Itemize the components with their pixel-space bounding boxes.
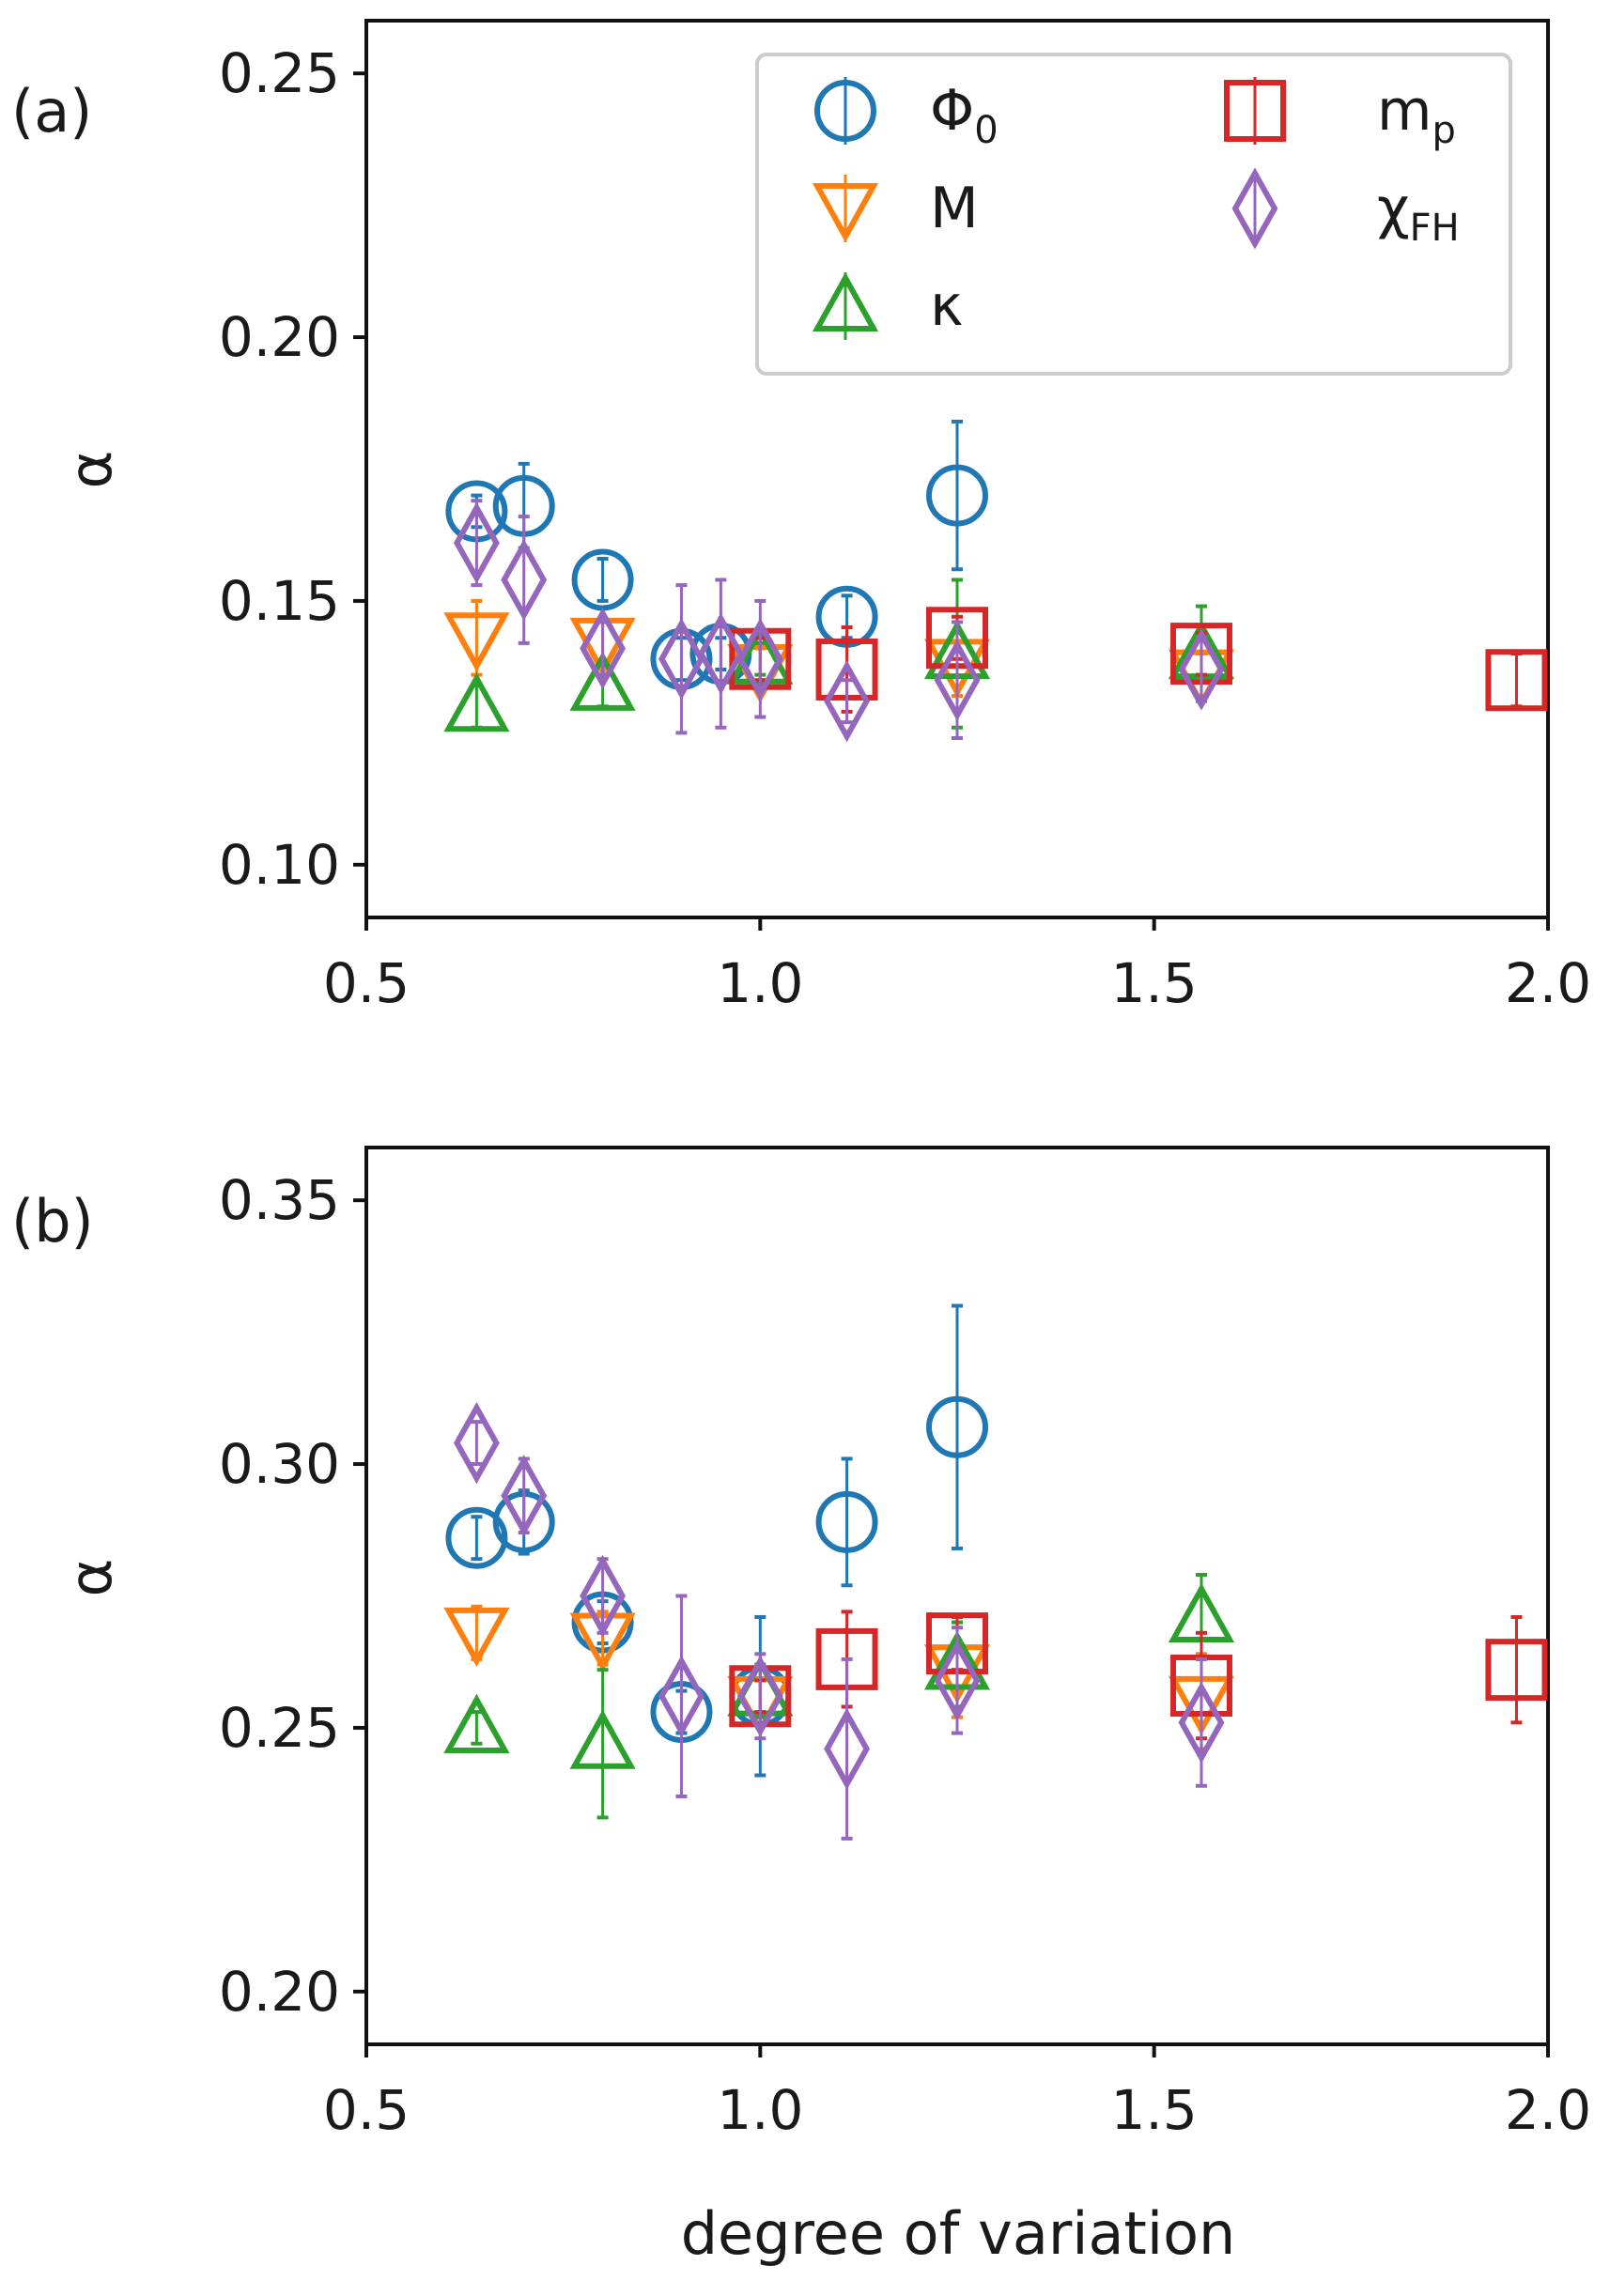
panel-a-frame	[364, 19, 1550, 919]
panel-b-x-ticks: 0.5 1.0 1.5 2.0	[323, 2044, 1591, 2142]
panel-b-label: (b)	[11, 1187, 94, 1256]
data-point-kappa	[569, 1709, 636, 1769]
data-point-M	[443, 1607, 510, 1668]
data-point-chiFH	[824, 1707, 871, 1791]
data-point-chiFH	[1178, 1681, 1225, 1764]
y-tick-label: 0.25	[219, 1696, 340, 1760]
panel-b: (b) α 0.20 0.25 0.30 0.35 0.5 1.0 1.5 2.0	[11, 1146, 1591, 2142]
panel-b-y-axis-label: α	[56, 1559, 125, 1597]
x-tick-label: 0.5	[323, 951, 410, 1015]
x-tick-label: 0.5	[323, 2078, 410, 2142]
y-tick-label: 0.25	[219, 41, 340, 105]
legend-label-phi0: Φ0	[930, 78, 999, 152]
data-point-kappa	[443, 672, 510, 732]
data-point-chiFH	[658, 1655, 704, 1737]
panel-a-y-ticks: 0.10 0.15 0.20 0.25	[219, 41, 366, 897]
data-point-chiFH	[501, 538, 548, 622]
data-point-chiFH	[1178, 628, 1225, 711]
data-point-kappa	[443, 1693, 510, 1753]
legend: Φ0 Mκ mp χFH	[755, 53, 1512, 376]
legend-entry-M: M	[812, 175, 979, 243]
data-point-phi0	[926, 1395, 988, 1458]
panel-a: (a) α 0.10 0.15 0.20 0.25 0.5 1.0 1.5 2.0 Φ0 Mκ…	[11, 19, 1591, 1015]
legend-marker-M	[812, 183, 879, 243]
y-tick-label: 0.20	[219, 1960, 340, 2024]
legend-label-mp: mp	[1377, 78, 1456, 152]
legend-items: Φ0 Mκ mp χFH	[812, 77, 1460, 340]
panel-a-data-marks	[443, 419, 1548, 743]
y-tick-label: 0.10	[219, 833, 340, 897]
data-point-chiFH	[658, 618, 704, 701]
x-tick-label: 1.5	[1111, 951, 1198, 1015]
panel-b-frame	[364, 1146, 1550, 2046]
data-point-chiFH	[580, 1554, 627, 1638]
x-tick-label: 1.5	[1111, 2078, 1198, 2142]
x-tick-label: 1.0	[717, 951, 803, 1015]
data-point-chiFH	[934, 639, 981, 721]
legend-entry-chiFH: χFH	[1231, 167, 1460, 250]
y-tick-label: 0.15	[219, 569, 340, 633]
data-point-chiFH	[697, 612, 744, 695]
data-point-chiFH	[580, 607, 627, 690]
x-tick-label: 1.0	[717, 2078, 803, 2142]
series-chiFH	[453, 1401, 1225, 1841]
series-chiFH	[453, 499, 1225, 743]
x-tick-label: 2.0	[1505, 951, 1591, 1015]
data-point-chiFH	[501, 1455, 548, 1537]
panel-b-y-ticks: 0.20 0.25 0.30 0.35	[219, 1168, 366, 2024]
data-point-phi0	[926, 464, 988, 527]
legend-label-M: M	[930, 176, 979, 241]
data-point-mp	[1485, 649, 1548, 712]
data-point-kappa	[569, 651, 636, 711]
data-point-phi0	[445, 1506, 508, 1569]
y-tick-label: 0.20	[219, 305, 340, 369]
legend-entry-kappa: κ	[812, 271, 963, 340]
legend-marker-kappa	[812, 271, 879, 331]
data-point-chiFH	[736, 618, 783, 701]
legend-marker-phi0	[814, 80, 876, 142]
data-point-mp	[1485, 1639, 1548, 1702]
x-axis-label: degree of variation	[681, 2199, 1236, 2268]
panel-a-label: (a)	[11, 77, 92, 146]
y-tick-label: 0.30	[219, 1432, 340, 1496]
legend-marker-chiFH	[1231, 167, 1278, 250]
legend-label-chiFH: χFH	[1377, 176, 1460, 250]
panel-a-x-ticks: 0.5 1.0 1.5 2.0	[323, 917, 1591, 1015]
legend-marker-mp	[1224, 80, 1286, 142]
y-tick-label: 0.35	[219, 1168, 340, 1232]
data-point-chiFH	[453, 1401, 500, 1485]
legend-entry-phi0: Φ0	[814, 77, 999, 152]
panel-a-y-axis-label: α	[56, 451, 125, 489]
data-point-chiFH	[736, 1655, 783, 1737]
data-point-phi0	[815, 1490, 878, 1553]
x-tick-label: 2.0	[1505, 2078, 1591, 2142]
data-point-chiFH	[453, 501, 500, 584]
legend-entry-mp: mp	[1224, 77, 1456, 152]
legend-label-kappa: κ	[930, 273, 963, 339]
data-point-M	[443, 612, 510, 672]
data-point-chiFH	[824, 660, 871, 743]
data-point-chiFH	[934, 1639, 981, 1722]
legend-box	[755, 53, 1512, 376]
panel-b-data-marks	[443, 1303, 1548, 1841]
